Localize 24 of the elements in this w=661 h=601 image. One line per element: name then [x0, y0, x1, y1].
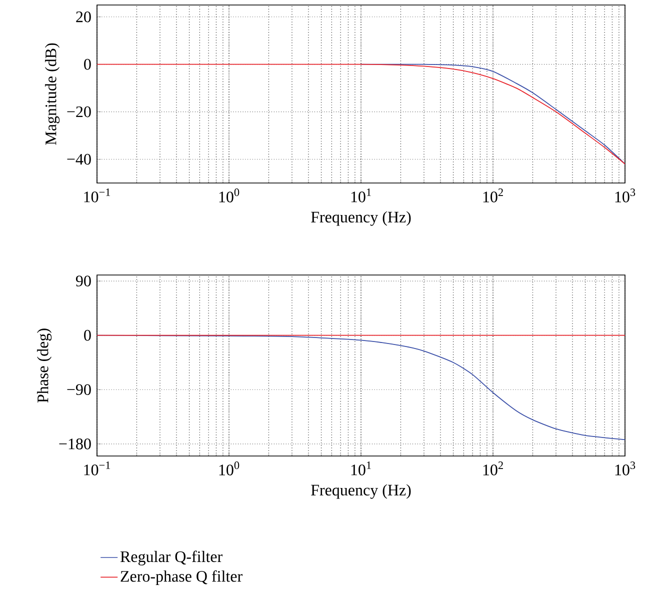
y-tick-label: −20 [67, 106, 91, 118]
x-tick-label: 10$^{1}$ [351, 462, 371, 476]
y-tick-label: −180 [59, 438, 91, 450]
x-axis-title: Frequency (Hz) [311, 211, 411, 226]
x-axis-title: Frequency (Hz) [311, 484, 411, 499]
y-axis-title: Phase (deg) [37, 328, 52, 403]
x-tick-label: 10$^{3}$ [615, 188, 636, 202]
y-tick-label: 0 [84, 58, 91, 70]
y-tick-label: 20 [76, 11, 91, 22]
y-tick-label: −90 [67, 384, 91, 396]
y-tick-label: 90 [76, 276, 91, 286]
x-tick-label: 10$^{−1}$ [84, 462, 110, 476]
y-axis-title: Magnitude (dB) [45, 43, 60, 145]
x-tick-label: 10$^{0}$ [219, 188, 240, 202]
x-tick-label: 10$^{0}$ [219, 462, 240, 476]
legend-label: Zero-phase Q filter [120, 570, 242, 586]
legend-label: Regular Q-filter [120, 550, 222, 566]
x-tick-label: 10$^{−1}$ [84, 188, 110, 202]
x-tick-label: 10$^{2}$ [483, 188, 503, 202]
y-tick-label: 0 [84, 330, 91, 341]
x-tick-label: 10$^{2}$ [483, 462, 503, 476]
x-tick-label: 10$^{1}$ [351, 188, 371, 202]
y-tick-label: −40 [67, 154, 91, 165]
x-tick-label: 10$^{3}$ [615, 462, 636, 476]
